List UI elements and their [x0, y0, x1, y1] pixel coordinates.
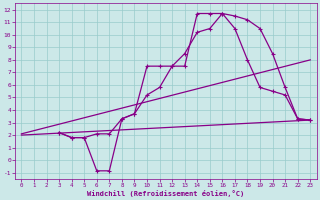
X-axis label: Windchill (Refroidissement éolien,°C): Windchill (Refroidissement éolien,°C) — [87, 190, 244, 197]
